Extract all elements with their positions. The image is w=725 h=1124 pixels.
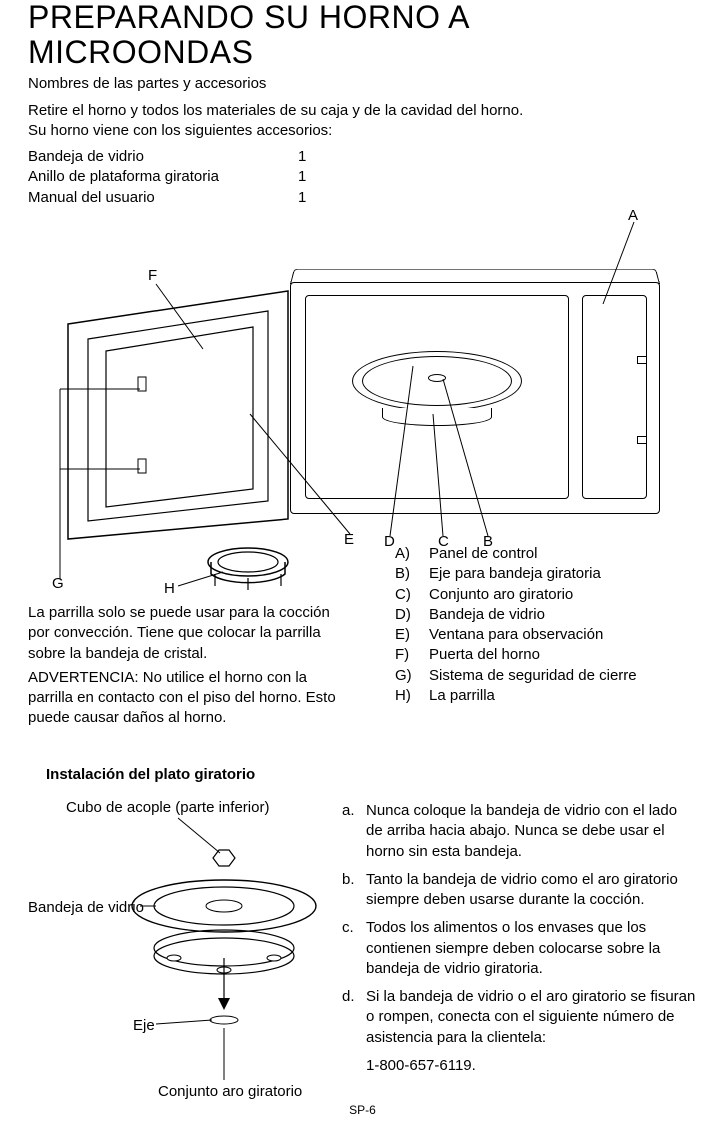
grill-note-text: La parrilla solo se puede usar para la c… [28, 603, 348, 664]
legend-row: A)Panel de control [395, 544, 637, 564]
diagram-label-e: E [344, 530, 354, 550]
accessory-qty: 1 [298, 167, 328, 187]
support-phone: 1-800-657-6119. [366, 1056, 697, 1076]
turntable-diagram: Cubo de acople (parte inferior) Bandeja … [28, 798, 338, 1088]
accessory-row: Bandeja de vidrio 1 [28, 147, 697, 167]
diagram-label-f: F [148, 266, 157, 286]
page-number: SP-6 [0, 1102, 725, 1118]
diagram-label-a: A [628, 206, 638, 226]
diagram-label-d: D [384, 532, 395, 552]
accessories-table: Bandeja de vidrio 1 Anillo de plataforma… [28, 147, 697, 208]
legend-row: B)Eje para bandeja giratoria [395, 564, 637, 584]
install-notes: a. Nunca coloque la bandeja de vidrio co… [342, 801, 697, 1076]
diagram-label-g: G [52, 574, 64, 594]
legend-row: E)Ventana para observación [395, 625, 637, 645]
turntable-label-shaft: Eje [133, 1016, 155, 1036]
install-note-a: a. Nunca coloque la bandeja de vidrio co… [342, 801, 697, 862]
legend-row: F)Puerta del horno [395, 645, 637, 665]
parts-legend: A)Panel de control B)Eje para bandeja gi… [395, 544, 637, 706]
turntable-svg [28, 798, 338, 1098]
grill-note: La parrilla solo se puede usar para la c… [28, 603, 348, 729]
accessory-name: Anillo de plataforma giratoria [28, 167, 298, 187]
accessory-qty: 1 [298, 147, 328, 167]
install-note-c: c. Todos los alimentos o los envases que… [342, 918, 697, 979]
legend-row: C)Conjunto aro giratorio [395, 585, 637, 605]
turntable-label-ring: Conjunto aro giratorio [158, 1082, 302, 1102]
accessory-row: Anillo de plataforma giratoria 1 [28, 167, 697, 187]
legend-row: G)Sistema de seguridad de cierre [395, 666, 637, 686]
microwave-diagram: A B C D E F G H [28, 204, 698, 574]
turntable-label-hub: Cubo de acople (parte inferior) [66, 798, 269, 818]
intro-line-2: Su horno viene con los siguientes acceso… [28, 121, 697, 141]
turntable-label-tray: Bandeja de vidrio [28, 898, 144, 918]
subtitle: Nombres de las partes y accesorios [28, 74, 697, 94]
accessory-name: Bandeja de vidrio [28, 147, 298, 167]
grill-warning: ADVERTENCIA: No utilice el horno con la … [28, 668, 348, 729]
diagram-label-h: H [164, 579, 175, 599]
install-title: Instalación del plato giratorio [46, 765, 255, 785]
install-note-d: d. Si la bandeja de vidrio o el aro gira… [342, 987, 697, 1048]
page-title: PREPARANDO SU HORNO A MICROONDAS [28, 0, 697, 70]
legend-row: H)La parrilla [395, 686, 637, 706]
install-note-b: b. Tanto la bandeja de vidrio como el ar… [342, 870, 697, 911]
legend-row: D)Bandeja de vidrio [395, 605, 637, 625]
intro-line-1: Retire el horno y todos los materiales d… [28, 101, 697, 121]
